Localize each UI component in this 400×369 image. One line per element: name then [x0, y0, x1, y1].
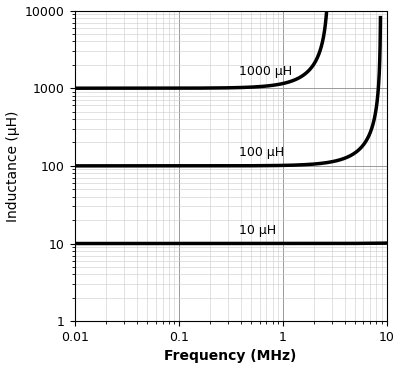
- Text: 10 μH: 10 μH: [239, 224, 276, 237]
- Text: 100 μH: 100 μH: [239, 146, 284, 159]
- Y-axis label: Inductance (μH): Inductance (μH): [6, 110, 20, 221]
- Text: 1000 μH: 1000 μH: [239, 65, 292, 78]
- X-axis label: Frequency (MHz): Frequency (MHz): [164, 349, 297, 363]
